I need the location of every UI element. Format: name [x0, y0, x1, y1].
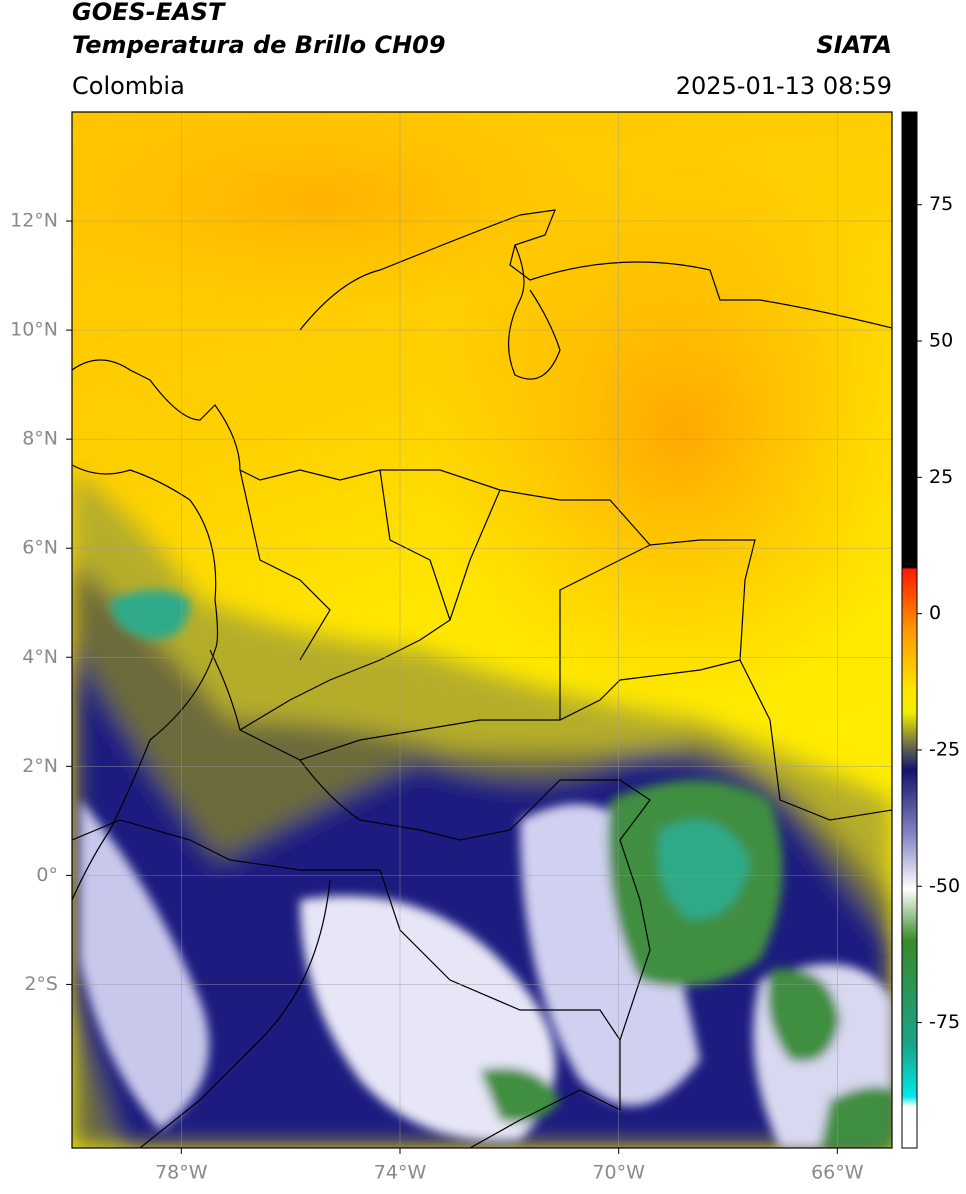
colorbar-tick-label: 75 — [929, 193, 953, 215]
datetime: 2025-01-13 08:59 — [676, 72, 892, 100]
satellite-image — [72, 112, 892, 1148]
region: Colombia — [72, 72, 185, 100]
colorbar-tick-label: -25 — [929, 738, 960, 760]
title: GOES-EAST — [72, 0, 226, 26]
map-frame — [71, 111, 893, 1149]
colorbar-tick-label: -75 — [929, 1011, 960, 1033]
colorbar — [901, 111, 918, 1149]
y-tick-label: 4°N — [22, 646, 58, 668]
y-tick-label: 10°N — [10, 319, 58, 341]
colorbar-tick-label: -50 — [929, 875, 960, 897]
y-tick-label: 6°N — [22, 537, 58, 559]
colorbar-tick-label: 0 — [929, 602, 941, 624]
subtitle: Temperatura de Brillo CH09 — [72, 31, 446, 59]
graticule — [72, 112, 892, 1148]
y-tick-label: 12°N — [10, 210, 58, 232]
y-tick-label: 2°S — [24, 973, 58, 995]
x-tick-label: 70°W — [592, 1162, 645, 1184]
x-tick-label: 66°W — [811, 1162, 864, 1184]
y-tick-label: 8°N — [22, 428, 58, 450]
x-tick-label: 78°W — [155, 1162, 208, 1184]
source: SIATA — [816, 31, 892, 59]
y-tick-label: 0° — [36, 864, 58, 886]
y-tick-label: 2°N — [22, 755, 58, 777]
colorbar-tick-label: 50 — [929, 330, 953, 352]
colorbar-tick-label: 25 — [929, 466, 953, 488]
x-tick-label: 74°W — [374, 1162, 427, 1184]
